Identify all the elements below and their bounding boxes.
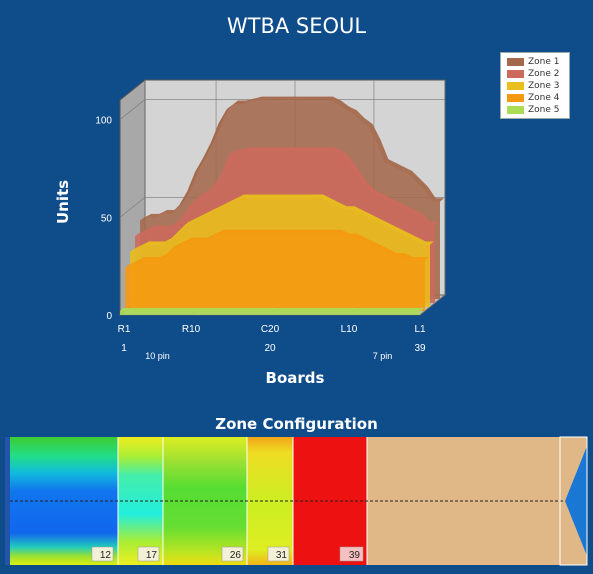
series-area-5	[120, 311, 420, 315]
zone-5-boundary-box	[339, 546, 364, 562]
x-tick-label: R10	[182, 324, 201, 335]
series-ribbon-4	[416, 257, 430, 261]
legend-swatch	[507, 106, 524, 114]
zone-4-boundary-box	[267, 546, 290, 562]
x-gridline-floor	[419, 294, 446, 316]
series-ribbon-2	[426, 221, 440, 226]
x-tick-label-secondary: 1	[121, 343, 127, 354]
legend-swatch	[507, 58, 524, 66]
x-tick-label: L10	[341, 324, 358, 335]
zone-4-boundary: 31	[276, 550, 288, 561]
zone-5-block	[293, 437, 367, 565]
zone-1-boundary: 12	[100, 550, 112, 561]
zone-1-block	[5, 437, 118, 565]
zone-2-block	[118, 437, 163, 565]
x-note-label: 10 pin	[145, 351, 170, 361]
legend-swatch	[507, 94, 524, 102]
zone-4-block	[247, 437, 293, 565]
zone-3-block	[163, 437, 247, 565]
x-tick-label-secondary: 20	[264, 343, 276, 354]
y-tick-label: 100	[95, 116, 112, 127]
x-tick-label-secondary: 39	[414, 343, 426, 354]
zone-2-boundary-box	[137, 546, 160, 562]
legend: Zone 1 Zone 2 Zone 3 Zone 4 Zone 5	[500, 52, 570, 119]
y-tick-label: 0	[106, 311, 112, 322]
zone-configuration-title: Zone Configuration	[215, 415, 378, 433]
y-gridline-side	[119, 197, 146, 218]
y-gridline-side	[119, 99, 146, 120]
pin-deck-triangle	[565, 446, 587, 556]
lane-background	[5, 437, 587, 565]
chart-3d-area: 0 50 100 R1 R10 C20 L10 L1 1 20 39 10 pin 7 pin	[95, 78, 447, 361]
chart-title: WTBA SEOUL	[226, 14, 367, 38]
legend-swatch	[507, 70, 524, 78]
y-axis-label: Units	[54, 179, 72, 224]
x-axis-label: Boards	[265, 369, 325, 387]
series-ribbon-5	[411, 308, 425, 312]
series-ribbon-3	[421, 241, 435, 245]
zone-3-boundary-box	[221, 546, 244, 562]
zone-3-boundary: 26	[230, 550, 242, 561]
y-tick-label: 50	[101, 213, 113, 224]
zone-1-boundary-box	[91, 546, 114, 562]
x-tick-label: C20	[261, 324, 280, 335]
legend-swatch	[507, 82, 524, 90]
x-tick-label: R1	[118, 324, 131, 335]
x-tick-label: L1	[414, 324, 426, 335]
zone-5-boundary: 39	[349, 550, 361, 561]
series-ribbon-1	[431, 198, 445, 202]
series-area-4	[125, 232, 425, 311]
x-note-label: 7 pin	[373, 351, 393, 361]
gutter-left	[5, 437, 10, 565]
zone-2-boundary: 17	[146, 550, 158, 561]
